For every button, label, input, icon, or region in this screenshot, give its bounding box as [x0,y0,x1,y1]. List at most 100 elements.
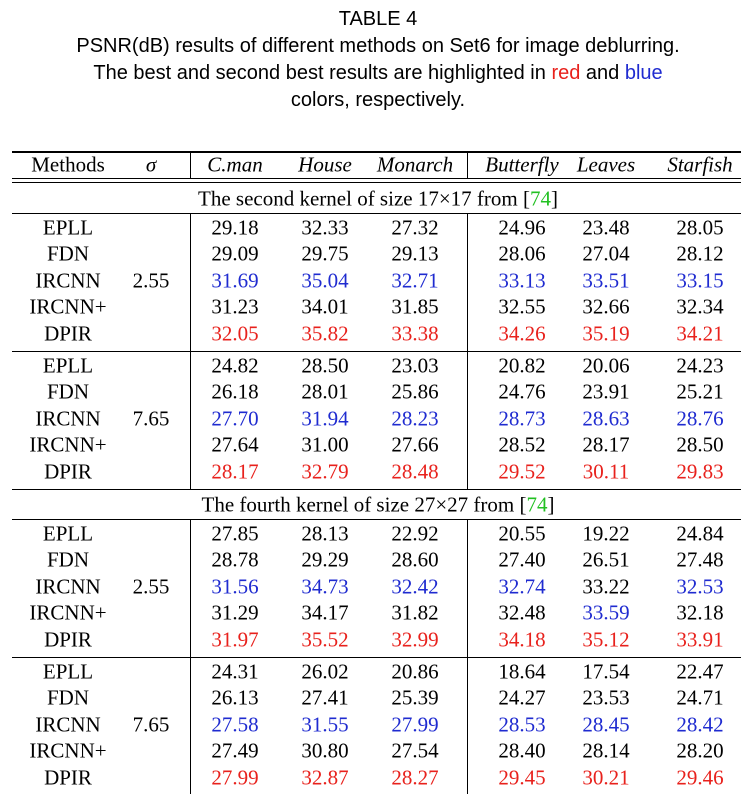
result-cell: 32.33 [301,215,349,240]
result-cell: 34.18 [498,627,546,652]
section-heading-part: ] [550,186,558,211]
result-cell: 26.13 [211,685,259,710]
sigma-value: 2.55 [132,268,170,293]
method-name: IRCNN+ [29,738,107,763]
result-cell: 17.54 [582,659,630,684]
rule [12,351,741,352]
caption-line: PSNR(dB) results of different methods on… [76,36,679,56]
result-cell: 33.22 [582,574,630,599]
result-cell: 34.01 [301,294,349,319]
result-cell: 28.42 [676,712,724,737]
caption-line-part: colors, respectively. [290,89,466,111]
result-cell: 20.86 [391,659,439,684]
result-cell: 27.49 [211,738,259,763]
result-cell: 31.69 [211,268,259,293]
result-cell: 29.09 [211,241,259,266]
result-cell: 28.14 [582,738,630,763]
result-cell: 31.29 [211,600,259,625]
result-cell: 28.63 [582,406,630,431]
result-cell: 35.82 [301,321,349,346]
section-heading-part: The fourth kernel of size 27×27 from [ [201,492,527,517]
result-cell: 32.55 [498,294,546,319]
result-cell: 33.38 [391,321,439,346]
result-cell: 33.51 [582,268,630,293]
caption-line-part: The best and second best results are hig… [93,62,552,84]
result-cell: 35.52 [301,627,349,652]
section-heading-part: ] [547,492,555,517]
result-cell: 33.13 [498,268,546,293]
result-cell: 32.05 [211,321,259,346]
result-cell: 31.97 [211,627,259,652]
result-cell: 24.31 [211,659,259,684]
result-cell: 28.76 [676,406,724,431]
result-cell: 31.55 [301,712,349,737]
section-heading: The second kernel of size 17×17 from [74… [198,186,558,211]
method-name: IRCNN+ [29,432,107,457]
result-cell: 28.17 [582,432,630,457]
result-cell: 32.48 [498,600,546,625]
result-cell: 34.21 [676,321,724,346]
rule [12,213,741,214]
header-column: Starfish [667,152,733,177]
method-name: IRCNN+ [29,600,107,625]
result-cell: 32.79 [301,459,349,484]
method-name: FDN [46,241,90,266]
rule [467,657,468,794]
rule [190,213,191,351]
caption-line-part: red [551,62,581,84]
result-cell: 29.75 [301,241,349,266]
header-column: Monarch [376,152,454,177]
result-cell: 20.06 [582,353,630,378]
result-cell: 33.15 [676,268,724,293]
method-name: IRCNN+ [29,294,107,319]
result-cell: 28.13 [301,521,349,546]
rule [12,489,741,490]
caption-line-part: and [580,62,625,84]
result-cell: 25.86 [391,379,439,404]
result-cell: 28.52 [498,432,546,457]
result-cell: 19.22 [582,521,630,546]
result-cell: 27.54 [391,738,439,763]
result-cell: 28.17 [211,459,259,484]
result-cell: 23.03 [391,353,439,378]
header-sigma: σ [145,152,157,177]
result-cell: 27.66 [391,432,439,457]
result-cell: 32.42 [391,574,439,599]
result-cell: 28.27 [391,765,439,790]
result-cell: 31.85 [391,294,439,319]
result-cell: 28.53 [498,712,546,737]
result-cell: 26.51 [582,547,630,572]
result-cell: 32.18 [676,600,724,625]
result-cell: 20.55 [498,521,546,546]
result-cell: 35.04 [301,268,349,293]
result-cell: 23.91 [582,379,630,404]
rule [12,657,741,658]
result-cell: 28.12 [676,241,724,266]
section-heading-part: 74 [526,492,548,517]
result-cell: 33.59 [582,600,630,625]
result-cell: 29.83 [676,459,724,484]
result-cell: 27.85 [211,521,259,546]
result-cell: 26.02 [301,659,349,684]
method-name: IRCNN [35,406,101,431]
rule [190,657,191,794]
method-name: DPIR [44,321,92,346]
result-cell: 28.05 [676,215,724,240]
method-name: EPLL [42,215,94,240]
result-cell: 32.66 [582,294,630,319]
result-cell: 28.01 [301,379,349,404]
method-name: DPIR [44,765,92,790]
result-cell: 27.48 [676,547,724,572]
section-heading-part: The second kernel of size 17×17 from [ [198,186,530,211]
method-name: IRCNN [35,712,101,737]
method-name: IRCNN [35,574,101,599]
caption-line-part: PSNR(dB) results of different methods on… [76,35,680,57]
result-cell: 28.50 [301,353,349,378]
result-cell: 29.46 [676,765,724,790]
result-cell: 23.53 [582,685,630,710]
rule [12,182,741,183]
section-heading: The fourth kernel of size 27×27 from [74… [201,492,555,517]
method-name: FDN [46,685,90,710]
rule [12,519,741,520]
result-cell: 28.40 [498,738,546,763]
